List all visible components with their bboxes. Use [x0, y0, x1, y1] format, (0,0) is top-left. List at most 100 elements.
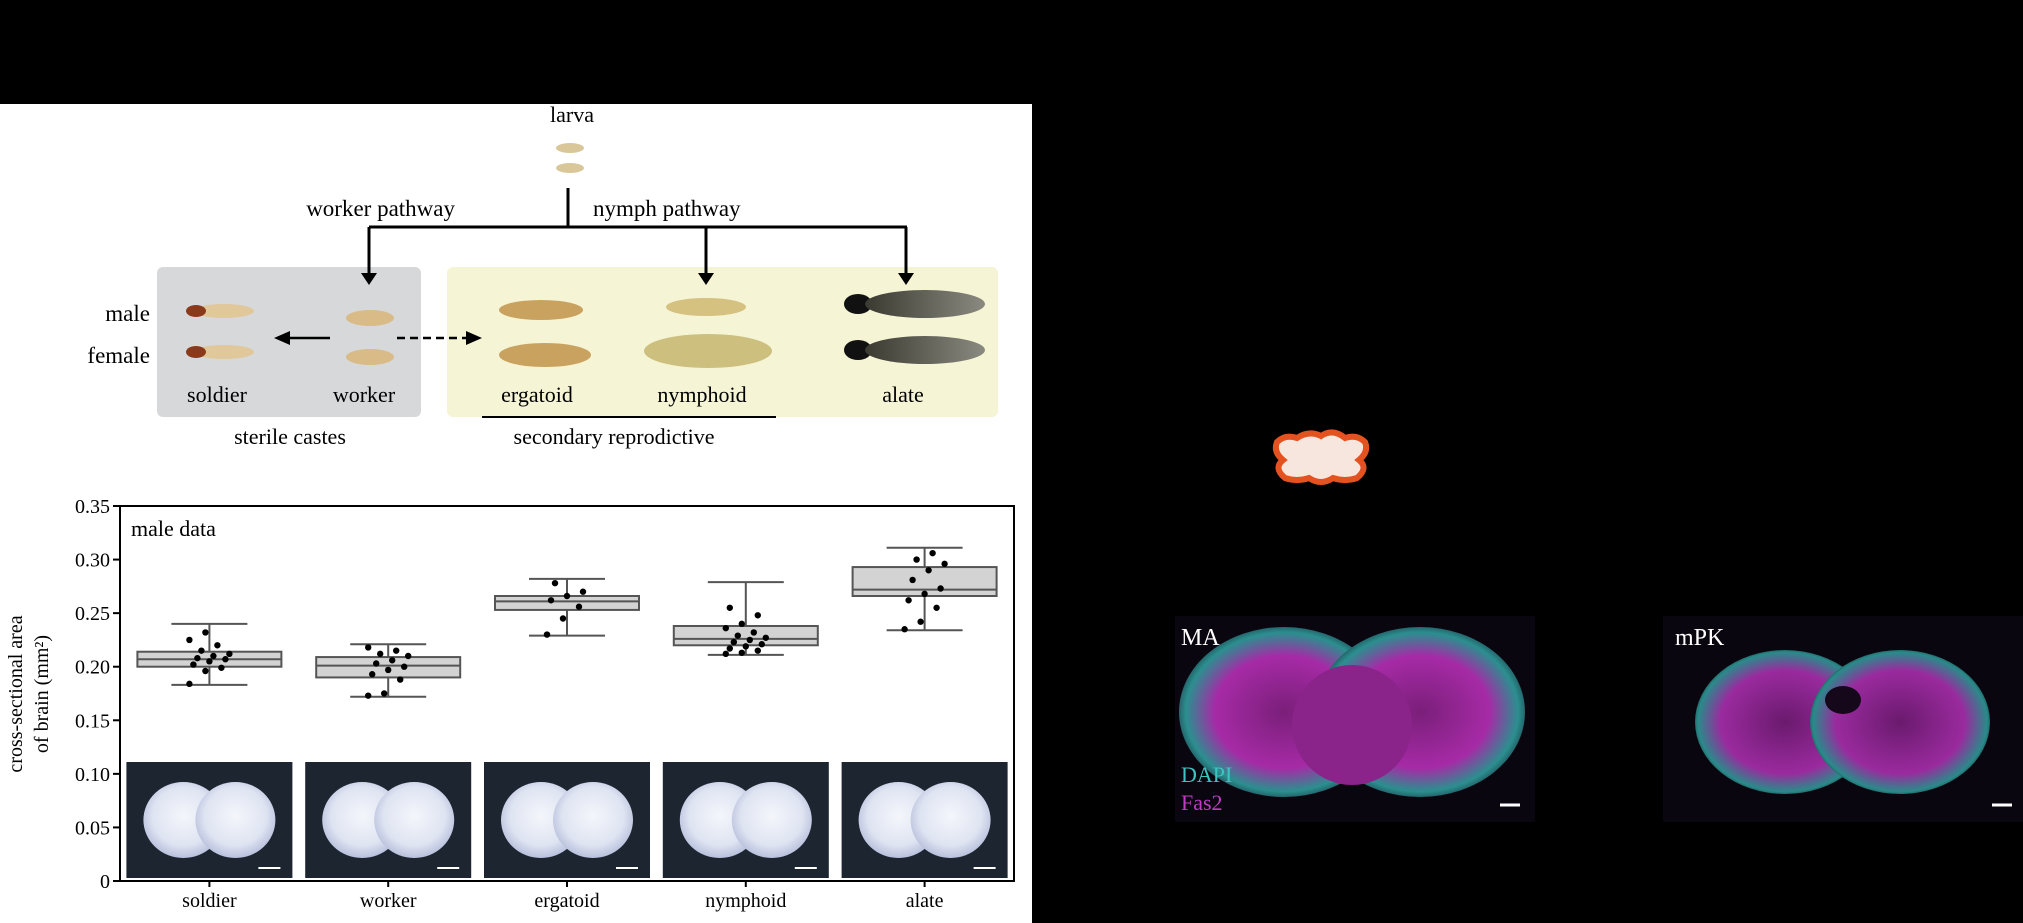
data-point: [734, 632, 741, 639]
y-tick-label: 0.25: [75, 603, 110, 625]
data-point: [543, 631, 551, 638]
data-point: [194, 654, 201, 662]
box-ergatoid: [494, 577, 640, 638]
data-point: [746, 636, 753, 644]
y-tick-label: 0.10: [75, 764, 110, 786]
box-nymphoid: [672, 581, 819, 658]
box-alate: [851, 546, 998, 633]
data-point: [726, 604, 733, 611]
data-point: [730, 638, 737, 646]
microscopy-panel: MA DAPI Fas2 mPK: [1175, 429, 2023, 822]
caste-diagram: larva worker pathway nymph pathway: [87, 102, 998, 449]
y-ticks: 0 0.05 0.10 0.15 0.20 0.25 0.30 0.35: [75, 496, 120, 893]
y-tick-label: 0.15: [75, 710, 110, 732]
data-point: [575, 603, 583, 610]
worker-to-ergatoid-arrow: [397, 331, 482, 345]
data-point: [547, 597, 555, 604]
data-point: [722, 624, 729, 632]
brain-photo-lobe: [553, 782, 633, 858]
data-point: [373, 660, 380, 667]
soldier-label: soldier: [187, 382, 248, 407]
data-point: [377, 650, 384, 658]
data-point: [206, 658, 213, 665]
alate-label: alate: [882, 382, 924, 407]
mpk-label: mPK: [1675, 625, 1725, 651]
data-point: [905, 597, 912, 604]
box-series: [136, 546, 998, 699]
data-point: [738, 649, 745, 656]
data-point: [210, 652, 217, 660]
data-point: [941, 560, 948, 568]
data-point: [198, 647, 205, 654]
brain-area-chart: male data cross-sectional area of brain …: [5, 496, 1015, 912]
data-point: [202, 667, 209, 675]
brain-photo-lobe: [195, 782, 276, 858]
data-point: [937, 585, 944, 592]
box-worker: [315, 643, 462, 699]
data-point: [750, 629, 757, 636]
x-tick-label: ergatoid: [534, 890, 599, 912]
data-point: [186, 636, 193, 644]
nymphoid-insect-icons: [644, 298, 772, 368]
data-point: [365, 692, 372, 699]
nymphoid-label: nymphoid: [657, 382, 746, 407]
pathway-arrowheads: [361, 273, 914, 285]
data-point: [901, 626, 908, 633]
data-point: [762, 634, 769, 641]
y-tick-label: 0.20: [75, 657, 110, 679]
data-point: [925, 567, 932, 574]
alate-insect-icons: [844, 290, 985, 364]
x-tick-label: soldier: [182, 890, 237, 912]
male-label: male: [105, 301, 150, 326]
data-point: [393, 647, 400, 654]
pathway-lines: [367, 188, 908, 277]
y-tick-label: 0.30: [75, 550, 110, 572]
x-tick-label: alate: [906, 890, 944, 912]
data-point: [758, 641, 765, 648]
larva-icon: [556, 143, 584, 173]
female-label: female: [87, 343, 150, 368]
data-point: [401, 663, 408, 670]
worker-insect-icons: [346, 310, 394, 365]
data-point: [917, 618, 924, 625]
data-point: [563, 592, 571, 600]
data-point: [365, 644, 372, 651]
y-tick-label: 0.35: [75, 496, 110, 518]
y-axis-label: cross-sectional area of brain (mm²): [5, 615, 53, 772]
data-point: [186, 680, 193, 688]
data-point: [222, 656, 229, 663]
sterile-castes-label: sterile castes: [234, 424, 346, 449]
brain-photo-lobe: [731, 782, 812, 858]
mpk-brain-image: [1695, 650, 1990, 794]
data-point: [921, 590, 928, 598]
data-point: [226, 650, 233, 658]
dapi-label: DAPI: [1181, 762, 1232, 787]
data-point: [369, 671, 376, 678]
soldier-insect-icons: [186, 304, 254, 359]
x-tick-label: nymphoid: [705, 890, 786, 912]
data-point: [405, 652, 412, 660]
data-point: [551, 579, 559, 587]
larva-label: larva: [550, 102, 594, 127]
data-point: [929, 549, 936, 557]
data-point: [754, 647, 761, 654]
brain-photo-lobe: [374, 782, 455, 858]
brain-photos: [126, 762, 1008, 878]
data-point: [559, 615, 567, 622]
data-point: [218, 664, 225, 671]
x-ticks: soldier worker ergatoid nymphoid alate: [182, 881, 944, 912]
ergatoid-insect-icons: [499, 300, 591, 367]
fas2-label: Fas2: [1181, 790, 1223, 815]
data-point: [579, 588, 587, 595]
brain-schematic-icon: [1272, 429, 1370, 485]
data-point: [726, 645, 733, 652]
data-point: [389, 657, 396, 664]
data-point: [190, 661, 197, 668]
data-point: [933, 604, 940, 611]
x-tick-label: worker: [360, 890, 417, 912]
ergatoid-label: ergatoid: [501, 382, 573, 407]
secondary-reproductive-label: secondary reprodictive: [514, 424, 715, 449]
data-point: [385, 666, 392, 674]
ma-label: MA: [1181, 625, 1220, 651]
